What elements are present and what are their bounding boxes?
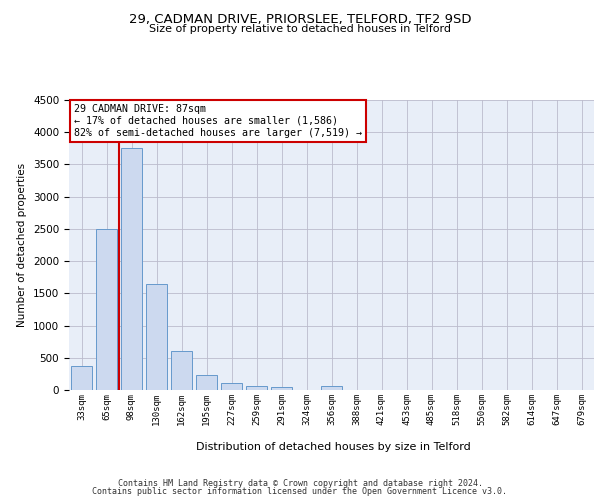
Bar <box>196 375 217 390</box>
Text: Contains HM Land Registry data © Crown copyright and database right 2024.: Contains HM Land Registry data © Crown c… <box>118 478 482 488</box>
Bar <box>246 386 267 390</box>
Bar <box>96 229 117 390</box>
Bar <box>321 386 342 390</box>
Text: Contains public sector information licensed under the Open Government Licence v3: Contains public sector information licen… <box>92 487 508 496</box>
Bar <box>121 148 142 390</box>
Text: 29 CADMAN DRIVE: 87sqm
← 17% of detached houses are smaller (1,586)
82% of semi-: 29 CADMAN DRIVE: 87sqm ← 17% of detached… <box>74 104 362 138</box>
Bar <box>271 387 292 390</box>
Bar <box>171 352 192 390</box>
Text: Distribution of detached houses by size in Telford: Distribution of detached houses by size … <box>196 442 470 452</box>
Text: Size of property relative to detached houses in Telford: Size of property relative to detached ho… <box>149 24 451 34</box>
Y-axis label: Number of detached properties: Number of detached properties <box>17 163 28 327</box>
Bar <box>221 383 242 390</box>
Bar <box>71 366 92 390</box>
Text: 29, CADMAN DRIVE, PRIORSLEE, TELFORD, TF2 9SD: 29, CADMAN DRIVE, PRIORSLEE, TELFORD, TF… <box>129 12 471 26</box>
Bar <box>146 284 167 390</box>
